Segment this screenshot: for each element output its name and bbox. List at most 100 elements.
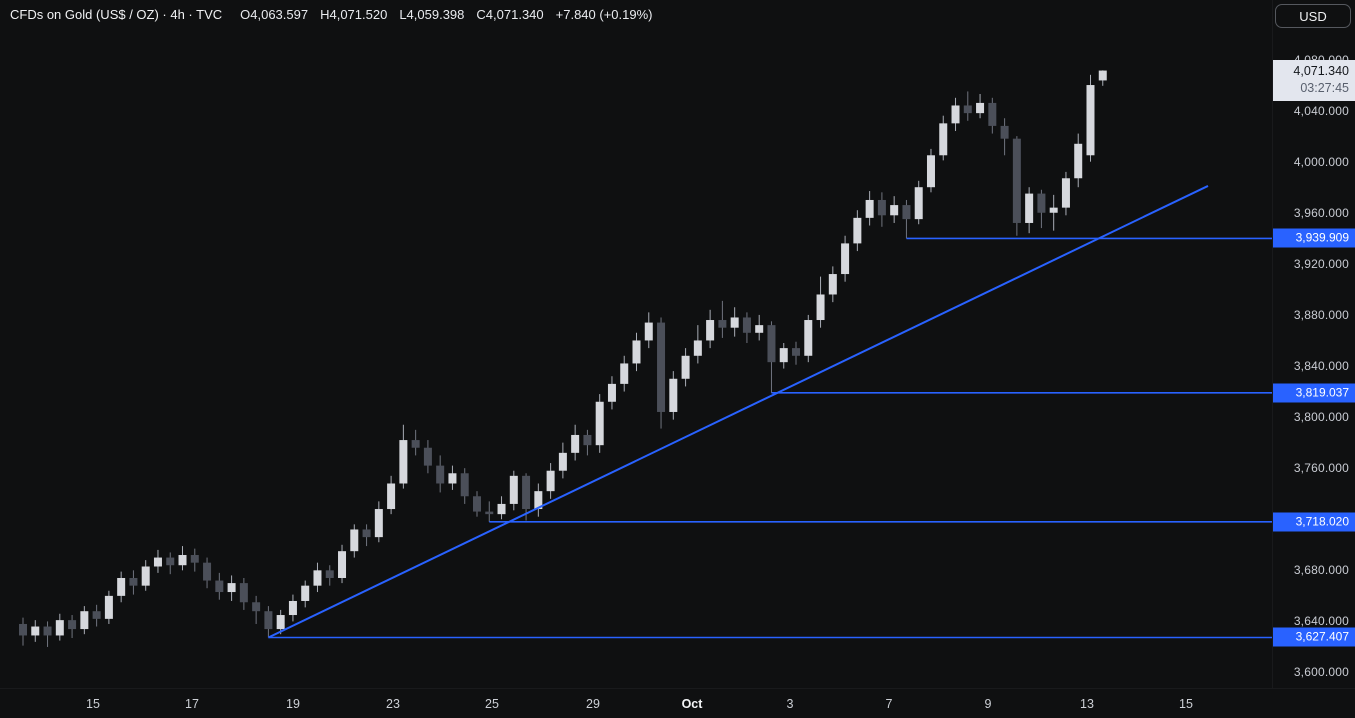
- candle[interactable]: [288, 594, 297, 622]
- candle[interactable]: [620, 355, 629, 392]
- candle[interactable]: [43, 621, 52, 647]
- symbol-legend[interactable]: CFDs on Gold (US$ / OZ) · 4h · TVC O4,06…: [10, 7, 653, 22]
- candle[interactable]: [546, 463, 555, 499]
- candle[interactable]: [976, 93, 985, 119]
- candle[interactable]: [877, 192, 886, 227]
- candle[interactable]: [448, 465, 457, 490]
- candle[interactable]: [436, 455, 445, 493]
- candlestick-chart[interactable]: [0, 0, 1272, 688]
- candle[interactable]: [423, 440, 432, 474]
- candle[interactable]: [718, 300, 727, 338]
- candle[interactable]: [693, 325, 702, 364]
- candle[interactable]: [485, 501, 494, 522]
- price-tick-label: 3,960.000: [1293, 205, 1349, 220]
- candle[interactable]: [31, 620, 40, 642]
- candle[interactable]: [792, 341, 801, 365]
- candle[interactable]: [399, 424, 408, 489]
- candle[interactable]: [988, 97, 997, 134]
- candle[interactable]: [1049, 194, 1058, 231]
- candle[interactable]: [497, 496, 506, 520]
- candle[interactable]: [828, 266, 837, 303]
- candle[interactable]: [804, 314, 813, 363]
- candle[interactable]: [227, 575, 236, 601]
- candle[interactable]: [853, 210, 862, 252]
- candle[interactable]: [55, 613, 64, 641]
- candle[interactable]: [338, 544, 347, 584]
- candle[interactable]: [558, 442, 567, 479]
- candle[interactable]: [104, 590, 113, 624]
- candle[interactable]: [374, 501, 383, 543]
- candle[interactable]: [313, 562, 322, 593]
- candle[interactable]: [153, 549, 162, 573]
- candle[interactable]: [730, 307, 739, 337]
- price-axis[interactable]: 4,071.340 03:27:45 4,080.0004,040.0004,0…: [1272, 0, 1355, 688]
- candle[interactable]: [190, 548, 199, 572]
- candle[interactable]: [767, 321, 776, 393]
- candle[interactable]: [926, 148, 935, 193]
- candle[interactable]: [509, 470, 518, 511]
- candle[interactable]: [963, 91, 972, 121]
- candle[interactable]: [129, 570, 138, 595]
- candle[interactable]: [472, 491, 481, 517]
- time-tick-label: 23: [386, 697, 400, 711]
- candle[interactable]: [1074, 133, 1083, 188]
- candle[interactable]: [902, 199, 911, 239]
- candle[interactable]: [644, 312, 653, 349]
- candle[interactable]: [325, 565, 334, 586]
- candle[interactable]: [595, 394, 604, 453]
- candle[interactable]: [1000, 118, 1009, 156]
- candle[interactable]: [779, 343, 788, 369]
- candle[interactable]: [1061, 171, 1070, 216]
- candle[interactable]: [264, 606, 273, 638]
- candle[interactable]: [301, 580, 310, 608]
- candle[interactable]: [1098, 70, 1107, 86]
- candle[interactable]: [1086, 74, 1095, 162]
- candle[interactable]: [755, 314, 764, 341]
- candle[interactable]: [669, 371, 678, 420]
- candle[interactable]: [252, 595, 261, 624]
- time-tick-label: 13: [1080, 697, 1094, 711]
- candle[interactable]: [1025, 187, 1034, 234]
- candle[interactable]: [865, 191, 874, 226]
- candle[interactable]: [890, 196, 899, 223]
- candle[interactable]: [534, 483, 543, 517]
- candle[interactable]: [68, 615, 77, 639]
- candle[interactable]: [742, 312, 751, 344]
- candle[interactable]: [583, 429, 592, 456]
- symbol-title[interactable]: CFDs on Gold (US$ / OZ) · 4h · TVC: [10, 7, 223, 22]
- candle[interactable]: [939, 115, 948, 161]
- candle[interactable]: [203, 557, 212, 589]
- candle[interactable]: [117, 571, 126, 603]
- trendline-drawing[interactable]: [267, 185, 1209, 639]
- candle[interactable]: [914, 180, 923, 225]
- candle[interactable]: [276, 609, 285, 635]
- candle[interactable]: [387, 475, 396, 515]
- candle[interactable]: [80, 606, 89, 635]
- candle[interactable]: [350, 524, 359, 558]
- chart-plot-area[interactable]: [0, 0, 1272, 688]
- candle[interactable]: [706, 309, 715, 349]
- candle[interactable]: [607, 376, 616, 410]
- candle[interactable]: [19, 617, 27, 646]
- candle[interactable]: [215, 572, 224, 600]
- time-axis[interactable]: 15 17 19 23 25 29 Oct 3 7 9 13 15: [0, 688, 1355, 718]
- candle[interactable]: [632, 332, 641, 372]
- candle[interactable]: [1037, 189, 1046, 229]
- ohlc-high: H4,071.520: [320, 7, 388, 22]
- candle[interactable]: [141, 560, 150, 591]
- candle[interactable]: [178, 546, 187, 571]
- candle[interactable]: [166, 552, 175, 575]
- candle[interactable]: [657, 317, 666, 429]
- candle[interactable]: [571, 424, 580, 461]
- currency-toggle-button[interactable]: USD: [1275, 4, 1351, 28]
- candle[interactable]: [239, 577, 248, 610]
- candle[interactable]: [362, 524, 371, 547]
- candle[interactable]: [92, 604, 101, 627]
- candle[interactable]: [841, 235, 850, 282]
- candle[interactable]: [816, 276, 825, 328]
- candle[interactable]: [460, 468, 469, 504]
- candle[interactable]: [411, 429, 420, 456]
- candle[interactable]: [681, 348, 690, 387]
- candle[interactable]: [951, 97, 960, 132]
- candle[interactable]: [1012, 136, 1021, 236]
